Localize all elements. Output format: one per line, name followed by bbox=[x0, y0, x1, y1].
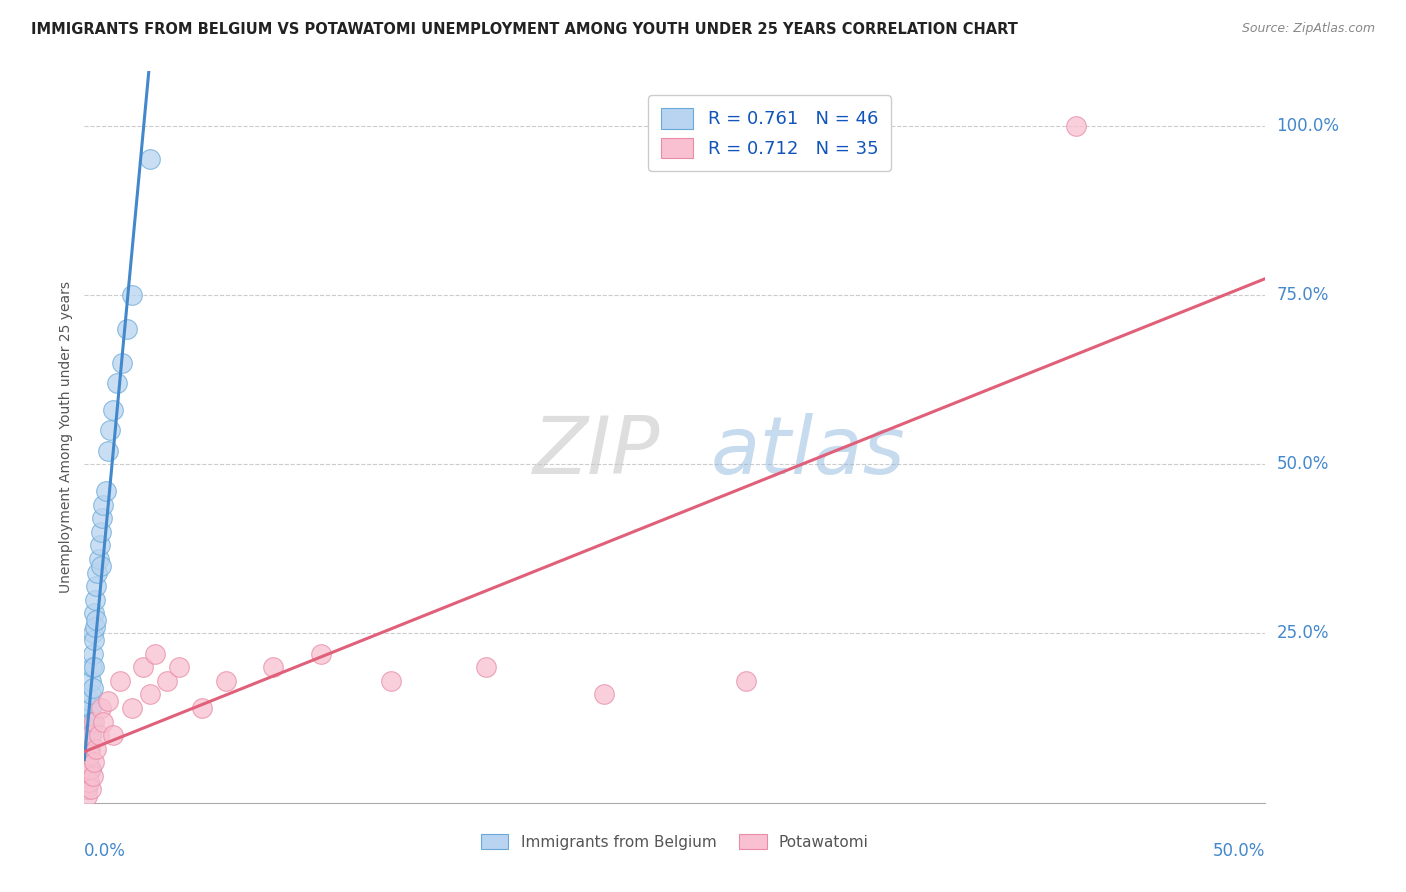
Point bbox=[139, 153, 162, 167]
Point bbox=[90, 558, 112, 573]
Point bbox=[82, 647, 104, 661]
Point bbox=[111, 355, 134, 369]
Point bbox=[87, 728, 110, 742]
Point bbox=[75, 782, 97, 797]
Point bbox=[101, 728, 124, 742]
Point bbox=[79, 748, 101, 763]
Point bbox=[593, 688, 616, 702]
Point bbox=[75, 762, 97, 776]
Point bbox=[76, 789, 98, 803]
Point bbox=[82, 626, 104, 640]
Point bbox=[80, 782, 103, 797]
Point bbox=[90, 524, 112, 539]
Point bbox=[77, 755, 100, 769]
Point bbox=[143, 647, 166, 661]
Point bbox=[309, 647, 332, 661]
Point bbox=[82, 681, 104, 695]
Point bbox=[83, 714, 105, 729]
Legend: Immigrants from Belgium, Potawatomi: Immigrants from Belgium, Potawatomi bbox=[474, 826, 876, 857]
Point bbox=[107, 376, 129, 390]
Point bbox=[76, 782, 98, 797]
Point bbox=[82, 769, 104, 783]
Point bbox=[83, 592, 105, 607]
Point bbox=[83, 755, 105, 769]
Point bbox=[79, 728, 101, 742]
Point bbox=[734, 673, 756, 688]
Point bbox=[115, 322, 138, 336]
Point bbox=[108, 673, 131, 688]
Point bbox=[97, 694, 120, 708]
Point bbox=[86, 566, 108, 580]
Point bbox=[77, 755, 100, 769]
Point bbox=[83, 606, 105, 620]
Text: 50.0%: 50.0% bbox=[1213, 842, 1265, 860]
Point bbox=[475, 660, 498, 674]
Point bbox=[79, 694, 101, 708]
Text: 100.0%: 100.0% bbox=[1277, 117, 1340, 135]
Point bbox=[76, 769, 98, 783]
Point bbox=[132, 660, 155, 674]
Point bbox=[87, 552, 110, 566]
Point bbox=[79, 707, 101, 722]
Point bbox=[101, 403, 124, 417]
Point bbox=[191, 701, 214, 715]
Point bbox=[380, 673, 402, 688]
Point bbox=[167, 660, 190, 674]
Text: 25.0%: 25.0% bbox=[1277, 624, 1329, 642]
Point bbox=[262, 660, 284, 674]
Point bbox=[1066, 119, 1088, 133]
Point bbox=[84, 613, 107, 627]
Text: 0.0%: 0.0% bbox=[84, 842, 127, 860]
Point bbox=[80, 673, 103, 688]
Point bbox=[80, 701, 103, 715]
Point bbox=[215, 673, 238, 688]
Point bbox=[77, 735, 100, 749]
Point bbox=[121, 701, 143, 715]
Text: ZIP: ZIP bbox=[533, 413, 661, 491]
Text: Source: ZipAtlas.com: Source: ZipAtlas.com bbox=[1241, 22, 1375, 36]
Point bbox=[79, 721, 101, 735]
Point bbox=[77, 775, 100, 789]
Text: 75.0%: 75.0% bbox=[1277, 285, 1329, 304]
Point bbox=[91, 498, 114, 512]
Point bbox=[82, 714, 104, 729]
Point bbox=[156, 673, 179, 688]
Point bbox=[77, 741, 100, 756]
Point bbox=[77, 775, 100, 789]
Point bbox=[77, 714, 100, 729]
Point bbox=[76, 748, 98, 763]
Point bbox=[84, 579, 107, 593]
Point bbox=[80, 660, 103, 674]
Point bbox=[139, 688, 162, 702]
Point bbox=[98, 423, 121, 437]
Point bbox=[91, 511, 114, 525]
Point bbox=[90, 701, 112, 715]
Point bbox=[89, 538, 111, 552]
Text: IMMIGRANTS FROM BELGIUM VS POTAWATOMI UNEMPLOYMENT AMONG YOUTH UNDER 25 YEARS CO: IMMIGRANTS FROM BELGIUM VS POTAWATOMI UN… bbox=[31, 22, 1018, 37]
Point bbox=[83, 660, 105, 674]
Point bbox=[121, 288, 143, 302]
Point bbox=[80, 762, 103, 776]
Point bbox=[79, 741, 101, 756]
Point bbox=[79, 762, 101, 776]
Y-axis label: Unemployment Among Youth under 25 years: Unemployment Among Youth under 25 years bbox=[59, 281, 73, 593]
Point bbox=[80, 688, 103, 702]
Point bbox=[84, 741, 107, 756]
Text: 50.0%: 50.0% bbox=[1277, 455, 1329, 473]
Text: atlas: atlas bbox=[710, 413, 905, 491]
Point bbox=[77, 728, 100, 742]
Point bbox=[97, 443, 120, 458]
Point bbox=[84, 620, 107, 634]
Point bbox=[80, 728, 103, 742]
Point bbox=[91, 714, 114, 729]
Point bbox=[76, 741, 98, 756]
Point bbox=[94, 484, 117, 499]
Point bbox=[83, 633, 105, 648]
